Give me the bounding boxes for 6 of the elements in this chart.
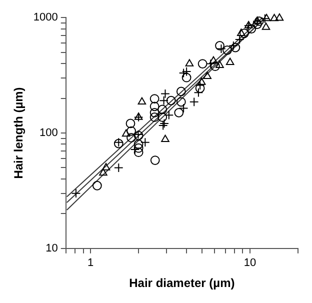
y-tick-label: 100 bbox=[40, 127, 58, 140]
y-axis-title: Hair length (µm) bbox=[12, 87, 26, 179]
y-tick-label: 10 bbox=[46, 242, 58, 254]
x-axis-title: Hair diameter (µm) bbox=[129, 276, 235, 290]
x-tick-label: 1 bbox=[88, 257, 94, 270]
y-tick-label: 1000 bbox=[33, 12, 58, 24]
